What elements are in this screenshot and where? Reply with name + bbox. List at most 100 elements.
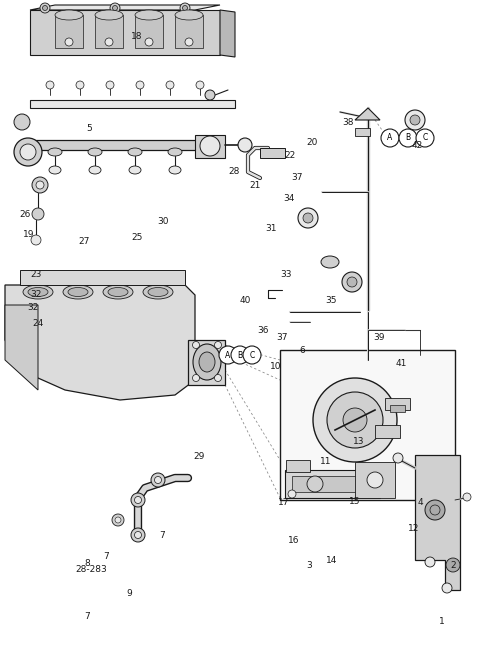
Circle shape: [205, 90, 215, 100]
Ellipse shape: [143, 285, 173, 299]
Polygon shape: [285, 470, 380, 498]
Circle shape: [342, 272, 362, 292]
Polygon shape: [292, 476, 370, 492]
Text: 17: 17: [278, 498, 290, 507]
Text: 4: 4: [417, 498, 423, 507]
Circle shape: [145, 38, 153, 46]
Text: 26: 26: [19, 210, 31, 219]
Text: 40: 40: [239, 296, 251, 305]
Circle shape: [14, 114, 30, 130]
Text: 5: 5: [86, 124, 92, 134]
Circle shape: [327, 392, 383, 448]
Circle shape: [166, 81, 174, 89]
Ellipse shape: [321, 256, 339, 268]
Polygon shape: [55, 15, 83, 48]
Text: 29: 29: [193, 451, 205, 461]
Circle shape: [425, 500, 445, 520]
Circle shape: [106, 81, 114, 89]
Text: 37: 37: [276, 332, 288, 342]
Text: 28: 28: [228, 167, 240, 176]
Ellipse shape: [128, 148, 142, 156]
Circle shape: [343, 408, 367, 432]
Circle shape: [43, 5, 48, 11]
Text: 22: 22: [285, 151, 296, 160]
Circle shape: [399, 129, 417, 147]
Circle shape: [46, 81, 54, 89]
Circle shape: [200, 136, 220, 156]
Circle shape: [231, 346, 249, 364]
Circle shape: [20, 144, 36, 160]
Text: 18: 18: [131, 32, 143, 41]
Text: 1: 1: [439, 617, 444, 626]
Text: 19: 19: [23, 230, 35, 239]
Text: 7: 7: [159, 531, 165, 540]
Text: 10: 10: [270, 362, 282, 371]
Circle shape: [115, 517, 121, 523]
Circle shape: [219, 346, 237, 364]
Bar: [280, 350, 455, 500]
Text: 24: 24: [33, 319, 44, 329]
Polygon shape: [355, 128, 370, 136]
Ellipse shape: [55, 10, 83, 20]
Circle shape: [65, 38, 73, 46]
Text: 42: 42: [412, 141, 423, 150]
Text: 27: 27: [78, 237, 90, 246]
Text: 30: 30: [157, 217, 169, 226]
Circle shape: [215, 375, 221, 381]
Text: 23: 23: [30, 270, 42, 279]
Polygon shape: [5, 285, 195, 400]
Text: 28-283: 28-283: [75, 565, 107, 574]
Text: 8: 8: [84, 559, 90, 568]
Polygon shape: [390, 405, 405, 412]
Circle shape: [463, 493, 471, 501]
Text: A: A: [226, 350, 230, 360]
Ellipse shape: [28, 288, 48, 297]
Text: 16: 16: [288, 536, 300, 545]
Circle shape: [185, 38, 193, 46]
Circle shape: [40, 3, 50, 13]
Circle shape: [405, 110, 425, 130]
Circle shape: [393, 453, 403, 463]
Ellipse shape: [89, 166, 101, 174]
Polygon shape: [188, 340, 225, 385]
Ellipse shape: [49, 166, 61, 174]
Circle shape: [155, 477, 161, 483]
Circle shape: [215, 342, 221, 348]
Circle shape: [131, 528, 145, 542]
Text: B: B: [238, 350, 242, 360]
Text: 6: 6: [300, 346, 305, 355]
Text: 3: 3: [307, 561, 312, 570]
Text: A: A: [387, 134, 393, 143]
Text: 32: 32: [30, 290, 42, 299]
Circle shape: [288, 490, 296, 498]
Text: 11: 11: [320, 457, 331, 466]
Polygon shape: [385, 398, 410, 410]
Polygon shape: [95, 15, 123, 48]
Text: 36: 36: [257, 326, 269, 335]
Circle shape: [134, 496, 142, 504]
Circle shape: [307, 476, 323, 492]
Circle shape: [381, 129, 399, 147]
Circle shape: [243, 346, 261, 364]
Ellipse shape: [135, 10, 163, 20]
Circle shape: [410, 115, 420, 125]
Text: 2: 2: [451, 561, 456, 570]
Polygon shape: [195, 135, 225, 158]
Circle shape: [131, 493, 145, 507]
Polygon shape: [135, 15, 163, 48]
Polygon shape: [30, 100, 235, 108]
Circle shape: [76, 81, 84, 89]
Circle shape: [105, 38, 113, 46]
Circle shape: [180, 3, 190, 13]
Text: 33: 33: [280, 270, 291, 279]
Circle shape: [182, 5, 188, 11]
Polygon shape: [175, 15, 203, 48]
Text: 25: 25: [131, 233, 143, 243]
Polygon shape: [5, 305, 38, 390]
Text: 39: 39: [373, 332, 385, 342]
Circle shape: [442, 583, 452, 593]
Text: 15: 15: [349, 496, 361, 506]
Circle shape: [196, 81, 204, 89]
Ellipse shape: [193, 344, 221, 380]
Polygon shape: [30, 10, 220, 55]
